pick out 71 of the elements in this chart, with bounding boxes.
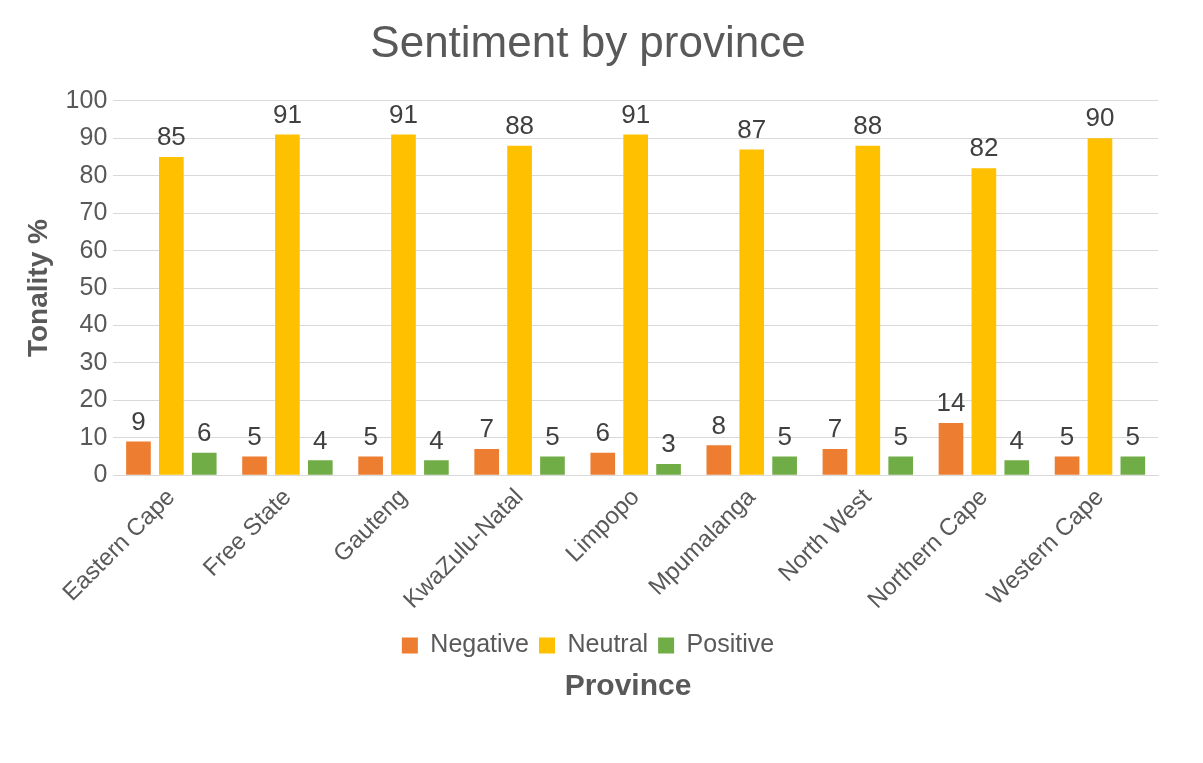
y-tick-label: 30 — [79, 346, 108, 375]
bar — [540, 456, 565, 475]
data-label: 88 — [505, 109, 535, 140]
y-tick-label: 40 — [79, 309, 108, 338]
bar — [772, 456, 797, 475]
bar — [275, 134, 300, 475]
data-label: 5 — [363, 420, 378, 451]
bar — [822, 449, 848, 475]
y-tick-label: 90 — [79, 122, 108, 151]
y-tick-label: 20 — [79, 384, 108, 413]
data-label: 5 — [1059, 420, 1075, 451]
data-label: 8 — [711, 409, 727, 440]
bar — [391, 134, 416, 475]
data-label: 91 — [389, 98, 418, 129]
legend-label: Neutral — [567, 629, 649, 658]
data-label: 7 — [827, 413, 843, 444]
bar — [424, 460, 449, 475]
y-axis-title: Tonality % — [21, 218, 53, 358]
legend-label: Negative — [430, 629, 530, 658]
y-tick-label: 80 — [79, 159, 108, 188]
data-label: 6 — [197, 417, 212, 448]
y-tick-label: 100 — [65, 84, 108, 113]
y-tick-label: 60 — [79, 234, 108, 263]
data-label: 91 — [272, 98, 302, 129]
data-label: 87 — [737, 113, 767, 144]
bar — [623, 134, 648, 475]
data-label: 4 — [313, 424, 328, 455]
data-label: 85 — [156, 121, 186, 152]
bar — [191, 452, 217, 475]
y-tick-label: 50 — [79, 271, 108, 300]
bar — [656, 464, 681, 475]
legend-label: Positive — [686, 629, 775, 658]
y-tick-label: 0 — [93, 459, 108, 488]
bar — [590, 452, 616, 475]
bar — [159, 156, 184, 475]
bar — [1004, 460, 1030, 475]
bar — [855, 145, 881, 475]
bar — [706, 445, 732, 475]
bar — [971, 168, 997, 475]
y-tick-label: 10 — [79, 421, 108, 450]
data-label: 9 — [131, 405, 146, 436]
chart-title: Sentiment by province — [370, 16, 806, 66]
bar — [1120, 456, 1146, 475]
bar — [358, 456, 383, 475]
bar — [507, 145, 532, 475]
data-label: 6 — [595, 417, 610, 448]
bar — [1087, 138, 1113, 475]
data-label: 5 — [545, 420, 560, 451]
bar — [242, 456, 267, 475]
data-label: 91 — [621, 98, 651, 129]
data-label: 4 — [1009, 424, 1025, 455]
bar — [888, 456, 914, 475]
bar — [938, 422, 964, 475]
data-label: 4 — [429, 424, 444, 455]
bar — [307, 460, 333, 475]
bar — [126, 441, 151, 475]
data-label: 88 — [853, 109, 883, 140]
bar — [474, 449, 500, 475]
data-label: 5 — [777, 420, 792, 451]
data-label: 7 — [479, 413, 494, 444]
data-label: 3 — [661, 428, 676, 459]
bar — [1054, 456, 1080, 475]
data-label: 5 — [893, 420, 908, 451]
data-label: 14 — [936, 387, 966, 418]
data-label: 90 — [1085, 102, 1115, 133]
y-tick-label: 70 — [79, 197, 108, 226]
bar — [739, 149, 765, 475]
data-label: 5 — [1125, 420, 1141, 451]
data-label: 82 — [969, 132, 999, 163]
data-label: 5 — [247, 420, 262, 451]
x-axis-title: Province — [563, 668, 693, 702]
